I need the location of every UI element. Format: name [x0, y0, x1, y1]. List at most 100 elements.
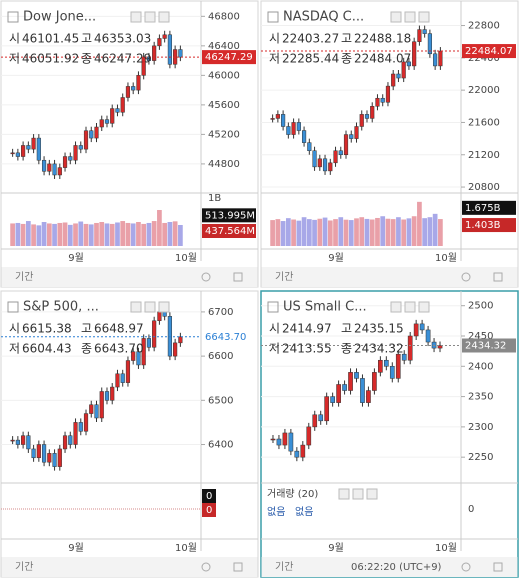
volume-bar — [348, 220, 354, 246]
candle — [47, 453, 52, 463]
candle — [270, 438, 276, 441]
volume-bar — [312, 219, 317, 246]
volume-value: 없음 — [267, 505, 285, 518]
volume-bar — [390, 219, 396, 246]
candle — [286, 126, 291, 135]
candle — [359, 114, 364, 127]
header-icon[interactable] — [418, 11, 430, 23]
header-icon[interactable] — [404, 11, 416, 23]
header-icon[interactable] — [338, 488, 350, 500]
volume-bar — [275, 219, 281, 246]
menu-icon — [267, 11, 279, 23]
volume-bar — [296, 220, 302, 246]
candle — [380, 97, 385, 103]
candle — [301, 130, 307, 143]
volume-bar — [94, 222, 99, 246]
volume-value: 없음 — [295, 505, 313, 518]
header-icon[interactable] — [158, 301, 170, 313]
volume-bar — [280, 221, 286, 246]
y-tick-label: 45600 — [208, 100, 240, 111]
candle — [413, 323, 419, 337]
quote-value: 2414.97 — [282, 322, 332, 336]
candle — [115, 108, 120, 113]
candle — [282, 432, 288, 446]
header-icon[interactable] — [352, 488, 364, 500]
candle — [152, 45, 157, 61]
candle — [348, 372, 353, 391]
candle — [10, 439, 15, 442]
vol-badge — [202, 489, 216, 503]
quote-value: 46051.92 — [22, 52, 79, 66]
candle — [300, 444, 306, 458]
vol-label: 1.675B — [465, 203, 501, 214]
candle — [94, 126, 99, 139]
quote-value: 22488.18 — [354, 32, 411, 46]
volume-bar — [88, 224, 94, 246]
candle — [317, 158, 322, 168]
y-tick-label: 2350 — [468, 392, 493, 403]
candle — [354, 126, 359, 139]
panel-title: Dow Jone... — [23, 10, 96, 25]
expand-icon[interactable] — [493, 272, 503, 282]
volume-bar — [109, 223, 115, 246]
settings-icon[interactable] — [461, 562, 471, 572]
price-label: 46247.29 — [205, 52, 253, 63]
candle — [73, 422, 78, 445]
candle — [417, 29, 422, 42]
candle — [141, 338, 146, 366]
volume-bar — [178, 224, 183, 246]
header-icon[interactable] — [418, 301, 430, 313]
header-icon[interactable] — [366, 488, 378, 500]
volume-title: 거래량 (20) — [267, 488, 318, 500]
candle — [31, 137, 36, 150]
volume-bar — [369, 219, 375, 246]
candle — [125, 86, 131, 98]
volume-bar — [306, 219, 312, 246]
footer-label: 기간 — [275, 561, 293, 573]
candle — [26, 145, 31, 150]
candle — [47, 163, 52, 172]
candle — [370, 106, 375, 119]
candle — [401, 61, 406, 79]
volume-bar — [41, 222, 47, 246]
y-tick-label: 21200 — [468, 150, 500, 161]
settings-icon[interactable] — [201, 562, 211, 572]
vol-badge — [462, 218, 516, 233]
volume-bar — [338, 217, 344, 246]
header-icon[interactable] — [390, 301, 402, 313]
expand-icon[interactable] — [493, 562, 503, 572]
candle — [162, 34, 167, 39]
candle — [294, 450, 300, 458]
candle — [73, 145, 78, 161]
candle — [68, 435, 73, 445]
volume-bar — [411, 216, 417, 246]
header-icon[interactable] — [158, 11, 170, 23]
y-tick-label: 44800 — [208, 159, 240, 170]
header-icon[interactable] — [144, 301, 156, 313]
candle — [26, 435, 31, 450]
quote-value: 22403.27 — [282, 32, 339, 46]
panel: 46800 46400 46000 45600 45200 44800 46247.29 Do… — [0, 0, 259, 288]
expand-icon[interactable] — [233, 562, 243, 572]
candle — [422, 29, 427, 34]
volume-bar — [322, 217, 328, 246]
header-icon[interactable] — [130, 301, 142, 313]
candle — [385, 85, 391, 103]
clock: 06:22:20 (UTC+9) — [351, 562, 442, 573]
header-icon[interactable] — [130, 11, 142, 23]
candle — [15, 152, 20, 157]
candle — [322, 158, 328, 172]
volume-bar — [36, 225, 42, 246]
volume-bar — [10, 223, 15, 246]
candle — [383, 359, 389, 367]
settings-icon[interactable] — [461, 272, 471, 282]
settings-icon[interactable] — [201, 272, 211, 282]
candle — [178, 49, 183, 58]
header-icon[interactable] — [390, 11, 402, 23]
x-tick-label: 9월 — [328, 542, 344, 554]
expand-icon[interactable] — [233, 272, 243, 282]
header-icon[interactable] — [404, 301, 416, 313]
header-icon[interactable] — [144, 11, 156, 23]
quote-key: 종 — [81, 342, 92, 356]
candle — [343, 134, 349, 156]
